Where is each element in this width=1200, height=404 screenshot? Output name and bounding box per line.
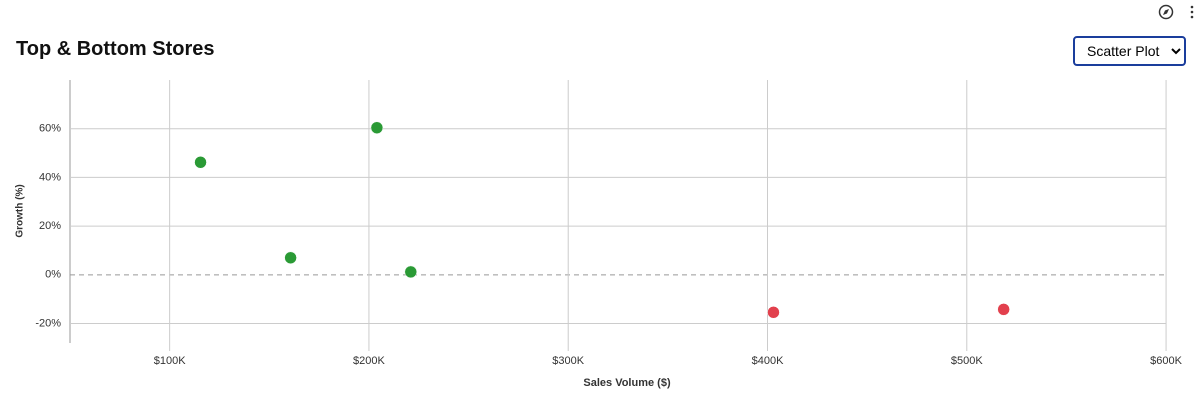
point (194, 156, 207, 169)
x-axis-label: Sales Volume ($) (583, 377, 671, 389)
x-tick-label: $600K (1150, 355, 1182, 367)
point (370, 121, 384, 134)
chart-title: Top & Bottom Stores (16, 38, 215, 60)
point (767, 306, 780, 319)
chart-type-select[interactable]: Scatter Plot (1073, 36, 1186, 66)
point (997, 303, 1010, 316)
x-tick-label: $300K (552, 355, 584, 367)
y-tick-label: 60% (39, 123, 61, 135)
menu-icon[interactable] (1190, 5, 1194, 19)
x-tick-label: $200K (353, 355, 385, 367)
y-tick-label: 0% (45, 269, 61, 281)
y-tick-label: -20% (35, 317, 61, 329)
compass-icon[interactable] (1158, 4, 1174, 20)
x-tick-label: $500K (951, 355, 983, 367)
point (284, 251, 297, 265)
y-tick-label: 20% (39, 220, 61, 232)
x-tick-label: $400K (752, 355, 784, 367)
x-tick-label: $100K (154, 355, 186, 367)
y-tick-label: 40% (39, 171, 61, 183)
point (404, 265, 418, 279)
y-axis-label: Growth (%) (15, 184, 26, 237)
